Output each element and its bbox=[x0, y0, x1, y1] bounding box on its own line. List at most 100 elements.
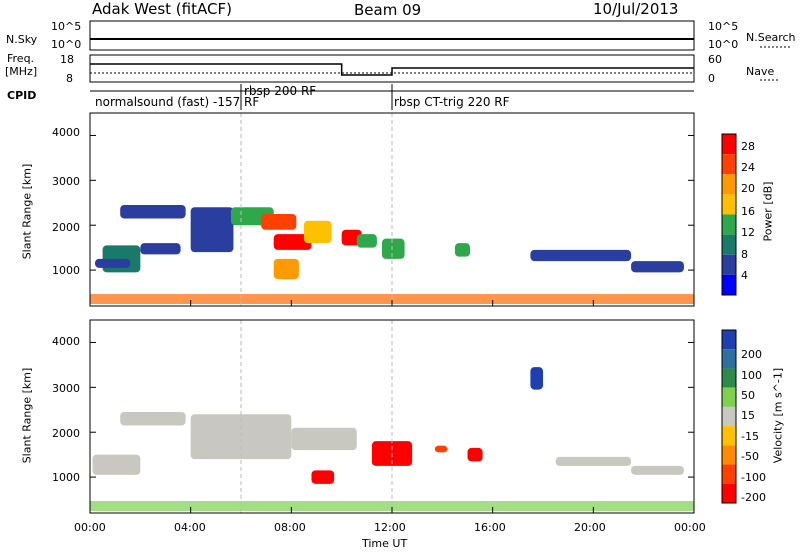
nsky-label: N.Sky bbox=[6, 33, 38, 46]
xtick-4: 16:00 bbox=[474, 521, 506, 534]
power-cbar-tick-20: 20 bbox=[741, 182, 755, 195]
power-cbar-label: Power [dB] bbox=[761, 181, 775, 242]
colorbar-swatch bbox=[722, 254, 736, 275]
colorbar-swatch bbox=[722, 349, 736, 369]
velocity-ytick-4000: 4000 bbox=[52, 335, 80, 348]
velocity-ytick-1000: 1000 bbox=[52, 471, 80, 484]
power-cbar-tick-12: 12 bbox=[741, 226, 755, 239]
power-ytick-1000: 1000 bbox=[52, 264, 80, 277]
colorbar-frame bbox=[721, 133, 737, 296]
scatter-region bbox=[291, 427, 357, 451]
freq-label-line1: Freq. bbox=[7, 52, 35, 65]
scatter-region bbox=[190, 207, 234, 253]
velocity-cbar-tick-15: 15 bbox=[741, 409, 755, 422]
nave-tick-high: 60 bbox=[708, 53, 722, 66]
chart-title: Adak West (fitACF) bbox=[92, 0, 232, 18]
colorbar-swatch bbox=[722, 134, 736, 155]
power-ytick-3000: 3000 bbox=[52, 175, 80, 188]
velocity-cbar-tick-100: 100 bbox=[741, 369, 762, 382]
power-cbar-tick-16: 16 bbox=[741, 205, 755, 218]
scatter-region bbox=[631, 261, 684, 273]
scatter-region bbox=[190, 414, 292, 460]
scatter-region bbox=[311, 470, 335, 484]
scatter-region bbox=[120, 205, 186, 219]
freq-tick-high: 18 bbox=[60, 53, 74, 66]
xtick-6: 00:00 bbox=[674, 521, 706, 534]
velocity-cbar-tick-200: 200 bbox=[741, 348, 762, 361]
velocity-cbar-label: Velocity [m s^-1] bbox=[771, 367, 785, 464]
colorbar-swatch bbox=[722, 330, 736, 350]
colorbar-swatch bbox=[722, 387, 736, 407]
xtick-2: 08:00 bbox=[274, 521, 306, 534]
colorbar-swatch bbox=[722, 445, 736, 465]
scatter-region bbox=[434, 445, 448, 453]
scatter-region bbox=[356, 234, 377, 248]
velocity-cbar-tick-m200: -200 bbox=[741, 491, 766, 504]
colorbar-swatch bbox=[722, 234, 736, 255]
freq-trace bbox=[90, 63, 694, 76]
freq-tick-low: 8 bbox=[66, 72, 73, 85]
beam-label: Beam 09 bbox=[354, 1, 422, 19]
nsearch-tick-low: 10^0 bbox=[708, 38, 739, 51]
scatter-region bbox=[381, 238, 405, 259]
scatter-region bbox=[92, 454, 141, 475]
date-label: 10/Jul/2013 bbox=[593, 0, 679, 18]
scatter-region bbox=[95, 258, 131, 268]
velocity-ylabel: Slant Range [km] bbox=[20, 367, 34, 464]
xtick-5: 20:00 bbox=[574, 521, 606, 534]
xtick-3: 12:00 bbox=[374, 521, 406, 534]
colorbar-swatch bbox=[722, 483, 736, 503]
scatter-region bbox=[273, 234, 312, 250]
nave-tick-low: 0 bbox=[708, 72, 715, 85]
nsearch-label: N.Search bbox=[746, 31, 796, 44]
xtick-0: 00:00 bbox=[74, 521, 106, 534]
scatter-region bbox=[555, 456, 632, 466]
xlabel: Time UT bbox=[362, 537, 408, 550]
scatter-region bbox=[530, 367, 543, 390]
colorbar-swatch bbox=[722, 194, 736, 215]
power-ylabel: Slant Range [km] bbox=[20, 163, 34, 260]
colorbar-swatch bbox=[722, 214, 736, 235]
velocity-cbar-tick-50: 50 bbox=[741, 389, 755, 402]
power-ytick-2000: 2000 bbox=[52, 221, 80, 234]
cpid-segment-3: rbsp CT-trig 220 RF bbox=[394, 95, 510, 109]
scatter-region bbox=[120, 412, 186, 426]
velocity-ytick-2000: 2000 bbox=[52, 427, 80, 440]
scatter-region bbox=[140, 243, 181, 255]
colorbar-swatch bbox=[722, 174, 736, 195]
nsky-tick-high: 10^5 bbox=[51, 20, 82, 33]
scatter-region bbox=[261, 213, 297, 230]
xtick-1: 04:00 bbox=[174, 521, 206, 534]
colorbar-swatch bbox=[722, 154, 736, 175]
colorbar-swatch bbox=[722, 464, 736, 484]
scatter-region bbox=[303, 220, 332, 244]
scatter-region bbox=[631, 465, 684, 475]
scatter-region bbox=[530, 249, 632, 262]
colorbar-swatch bbox=[722, 274, 736, 295]
colorbar-swatch bbox=[722, 368, 736, 388]
power-cbar-tick-24: 24 bbox=[741, 161, 755, 174]
nave-label: Nave bbox=[746, 65, 775, 78]
velocity-cbar-tick-m100: -100 bbox=[741, 471, 766, 484]
velocity-cbar-tick-m15: -15 bbox=[741, 430, 759, 443]
colorbar-swatch bbox=[722, 426, 736, 446]
nsky-strip-frame bbox=[89, 20, 695, 51]
scatter-region bbox=[467, 447, 483, 462]
nsearch-tick-high: 10^5 bbox=[708, 20, 739, 33]
velocity-cbar-tick-m50: -50 bbox=[741, 450, 759, 463]
nsky-tick-low: 10^0 bbox=[51, 38, 82, 51]
colorbar-frame bbox=[721, 329, 737, 504]
power-cbar-tick-8: 8 bbox=[741, 248, 748, 261]
colorbar-swatch bbox=[722, 406, 736, 427]
power-ytick-4000: 4000 bbox=[52, 126, 80, 139]
velocity-ytick-3000: 3000 bbox=[52, 382, 80, 395]
scatter-region bbox=[454, 243, 471, 257]
freq-label-line2: [MHz] bbox=[5, 65, 38, 78]
scatter-region bbox=[273, 258, 299, 280]
power-cbar-tick-28: 28 bbox=[741, 140, 755, 153]
power-cbar-tick-4: 4 bbox=[741, 269, 748, 282]
cpid-segment-2: rbsp 200 RF bbox=[244, 84, 317, 98]
cpid-segment-1: normalsound (fast) -157 RF bbox=[95, 95, 260, 109]
cpid-label: CPID bbox=[7, 89, 37, 102]
